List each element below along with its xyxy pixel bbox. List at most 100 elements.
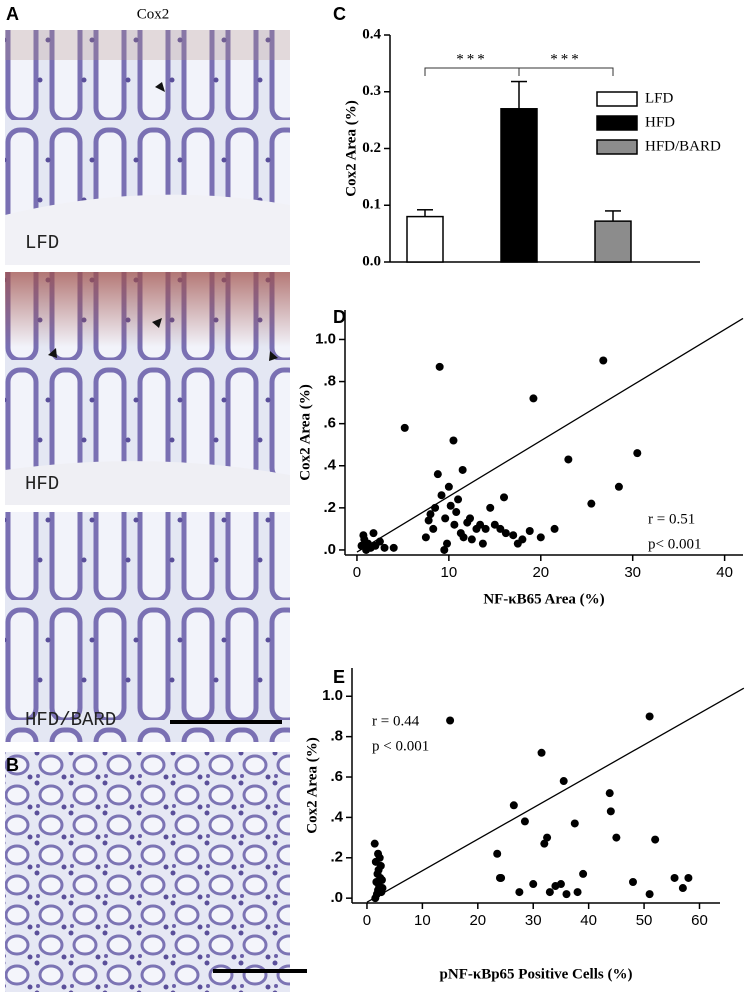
x-axis-label: NF-κB65 Area (%) — [483, 591, 604, 607]
data-point — [452, 508, 461, 517]
data-point — [429, 524, 438, 533]
data-point — [509, 801, 518, 810]
x-tick-label: 0 — [353, 564, 361, 581]
y-tick-label: 1.0 — [315, 330, 336, 347]
data-point — [564, 455, 573, 464]
significance-label: *** — [550, 51, 582, 67]
data-point — [454, 495, 463, 504]
trend-line — [366, 687, 745, 903]
data-point — [446, 716, 455, 725]
data-point — [370, 839, 379, 848]
data-point — [645, 890, 654, 899]
data-point — [380, 543, 389, 552]
y-tick-label: 1.0 — [322, 687, 343, 704]
x-tick-label: 40 — [580, 912, 597, 929]
y-tick-label: .2 — [323, 499, 336, 516]
micrograph-label: LFD — [25, 232, 59, 254]
data-point — [437, 491, 446, 500]
data-point — [444, 482, 453, 491]
data-point — [440, 545, 449, 554]
data-point — [515, 888, 524, 897]
y-tick-label: .6 — [323, 415, 336, 432]
annotation: p< 0.001 — [648, 536, 701, 552]
data-point — [459, 533, 468, 542]
y-tick-label: .8 — [330, 728, 343, 745]
data-point — [450, 520, 459, 529]
micrograph-label: HFD — [25, 473, 59, 495]
x-tick-label: 60 — [691, 912, 708, 929]
data-point — [509, 531, 518, 540]
data-point — [374, 849, 383, 858]
data-point — [518, 535, 527, 544]
y-axis-label: Cox2 Area (%) — [304, 737, 320, 833]
data-point — [486, 503, 495, 512]
legend-swatch — [596, 91, 638, 107]
data-point — [614, 482, 623, 491]
y-tick-label: .4 — [323, 457, 336, 474]
x-tick-label: 30 — [525, 912, 542, 929]
y-tick-label: .8 — [323, 373, 336, 390]
data-point — [378, 884, 387, 893]
data-point — [441, 514, 450, 523]
data-point — [529, 394, 538, 403]
data-point — [449, 436, 458, 445]
data-point — [525, 527, 534, 536]
legend-label: LFD — [645, 90, 674, 106]
x-axis-label: pNF-κBp65 Positive Cells (%) — [440, 966, 633, 982]
data-point — [605, 789, 614, 798]
data-point — [570, 819, 579, 828]
y-tick-label: .0 — [330, 889, 343, 906]
significance-label: *** — [456, 51, 488, 67]
y-tick-label: .6 — [330, 768, 343, 785]
data-point — [424, 516, 433, 525]
x-tick-label: 0 — [363, 912, 371, 929]
panel-letter: B — [6, 755, 19, 775]
x-tick-label: 10 — [441, 564, 458, 581]
legend-swatch — [596, 115, 638, 131]
data-point — [369, 529, 378, 538]
legend-label: HFD/BARD — [645, 138, 721, 154]
data-point — [606, 807, 615, 816]
data-point — [497, 873, 506, 882]
data-point — [645, 712, 654, 721]
trend-line — [356, 317, 744, 553]
micrograph-label: HFD/BARD — [25, 709, 116, 731]
significance-bracket — [518, 67, 614, 76]
data-point — [377, 875, 386, 884]
data-point — [587, 499, 596, 508]
data-point — [628, 878, 637, 887]
y-tick-label: .0 — [323, 541, 336, 558]
data-point — [431, 503, 440, 512]
data-point — [467, 535, 476, 544]
data-point — [684, 873, 693, 882]
x-tick-label: 10 — [414, 912, 431, 929]
data-point — [400, 423, 409, 432]
data-point — [490, 520, 499, 529]
data-point — [359, 531, 368, 540]
data-point — [501, 529, 510, 538]
data-point — [446, 501, 455, 510]
micrograph-hfd — [5, 272, 290, 505]
x-tick-label: 40 — [716, 564, 733, 581]
y-tick-label: 0.3 — [362, 83, 381, 99]
panel-letter: C — [333, 4, 346, 24]
panel-letter: D — [333, 307, 346, 327]
annotation: r = 0.44 — [372, 713, 420, 729]
data-point — [520, 817, 529, 826]
data-point — [443, 539, 452, 548]
data-point — [573, 888, 582, 897]
data-point — [678, 884, 687, 893]
y-tick-label: .4 — [330, 808, 343, 825]
data-point — [550, 524, 559, 533]
bar — [500, 108, 538, 263]
panel-letter: A — [6, 4, 19, 24]
legend-label: HFD — [645, 114, 675, 130]
data-point — [529, 880, 538, 889]
data-point — [476, 520, 485, 529]
y-tick-label: 0.4 — [362, 26, 381, 42]
data-point — [435, 362, 444, 371]
data-point — [493, 849, 502, 858]
micrograph-title: Cox2 — [137, 6, 170, 22]
data-point — [545, 888, 554, 897]
y-tick-label: 0.2 — [362, 140, 381, 156]
